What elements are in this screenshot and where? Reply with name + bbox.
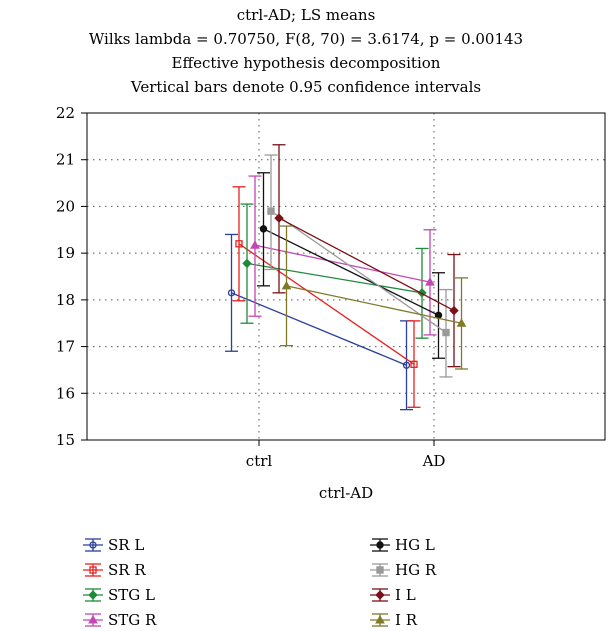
series-line [238, 243, 415, 365]
chart-title-line: Effective hypothesis decomposition [172, 54, 441, 72]
x-tick-label: AD [422, 452, 446, 470]
data-point [274, 213, 284, 223]
series-hg-r [264, 154, 453, 378]
legend: SR L SR R STG L STG R HG L HG R I L I R [83, 536, 437, 629]
legend-item: I L [370, 586, 416, 604]
legend-item: HG L [370, 536, 435, 554]
chart-title-line: Vertical bars denote 0.95 confidence int… [130, 78, 481, 96]
series-line [286, 285, 462, 324]
legend-marker [89, 566, 97, 574]
legend-label: SR L [108, 536, 144, 554]
data-point [250, 240, 260, 249]
legend-label: I R [395, 611, 418, 629]
series-stg-l [240, 203, 429, 339]
legend-marker [375, 614, 385, 624]
legend-label: I L [395, 586, 416, 604]
x-tick-label: ctrl [246, 452, 273, 470]
legend-item: I R [370, 611, 418, 629]
y-tick-label: 20 [56, 197, 75, 215]
data-point [425, 277, 435, 286]
data-point [449, 305, 459, 316]
data-point [442, 328, 450, 337]
series-line [270, 210, 447, 334]
y-tick-label: 22 [56, 104, 75, 122]
plot-frame [86, 112, 606, 441]
legend-item: STG L [83, 586, 155, 604]
series-line [246, 262, 423, 294]
data-point [235, 240, 243, 248]
data-point [402, 361, 411, 369]
legend-item: HG R [370, 561, 437, 579]
legend-label: STG L [108, 586, 155, 604]
x-axis-label: ctrl-AD [319, 484, 373, 502]
y-axis: 15 16 17 18 19 20 21 22 [56, 104, 87, 449]
data-point [242, 258, 252, 269]
series-sr-l [225, 233, 413, 411]
y-tick-label: 19 [56, 244, 75, 262]
chart-title-line: ctrl-AD; LS means [237, 6, 376, 24]
legend-item: SR R [83, 561, 146, 579]
legend-item: SR L [83, 536, 144, 554]
legend-marker [376, 541, 384, 549]
data-point [410, 360, 418, 368]
legend-label: SR R [108, 561, 146, 579]
series-line [231, 292, 407, 366]
legend-label: HG L [395, 536, 435, 554]
grid-lines [87, 113, 605, 440]
series-layer [225, 144, 468, 411]
chart-title-block: ctrl-AD; LS means Wilks lambda = 0.70750,… [89, 6, 523, 96]
chart-title-line: Wilks lambda = 0.70750, F(8, 70) = 3.617… [89, 30, 523, 48]
series-sr-r [232, 186, 421, 408]
series-stg-r [248, 175, 437, 336]
series-i-l [272, 144, 461, 368]
series-line [263, 228, 439, 316]
series-line [254, 244, 431, 283]
data-point [227, 289, 236, 297]
legend-marker [89, 541, 97, 549]
legend-label: HG R [395, 561, 437, 579]
legend-label: STG R [108, 611, 157, 629]
plot-area-border [86, 112, 606, 441]
series-line [278, 217, 455, 312]
series-i-r [280, 225, 468, 370]
legend-marker [88, 590, 98, 600]
data-point [281, 280, 292, 290]
y-tick-label: 16 [56, 384, 75, 402]
legend-marker [376, 566, 384, 574]
y-tick-label: 17 [56, 338, 75, 356]
y-tick-label: 18 [56, 291, 75, 309]
data-point [259, 225, 268, 233]
data-point [456, 318, 467, 327]
series-hg-l [257, 172, 445, 359]
legend-item: STG R [83, 611, 157, 629]
legend-marker [88, 614, 98, 624]
x-axis: ctrl AD ctrl-AD [246, 440, 446, 502]
legend-marker [375, 590, 385, 600]
y-tick-label: 15 [56, 431, 75, 449]
y-tick-label: 21 [56, 151, 75, 169]
data-point [267, 207, 275, 215]
